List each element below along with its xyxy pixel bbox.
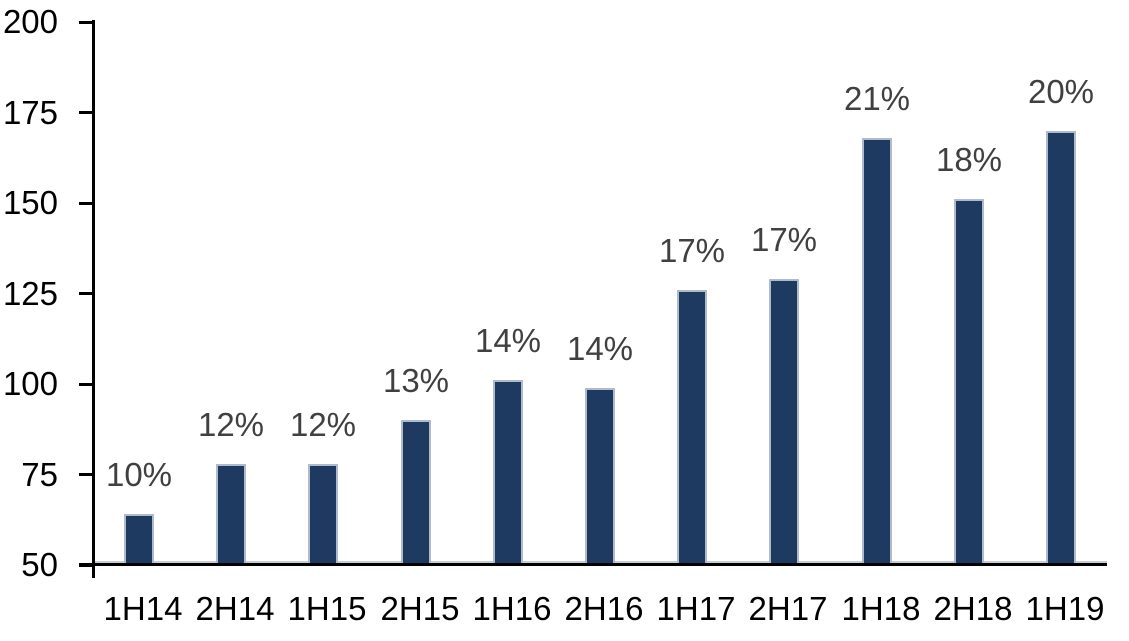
y-axis-tick <box>79 383 93 386</box>
bar-data-label-2H16: 14% <box>566 330 634 367</box>
y-axis-tick-label: 125 <box>2 275 58 312</box>
y-axis-tick-label: 100 <box>2 365 58 402</box>
bar-1H16 <box>493 380 523 563</box>
bar-data-label-1H18: 21% <box>843 80 911 117</box>
x-axis-label-1H18: 1H18 <box>841 590 921 627</box>
x-axis-line <box>79 563 1107 566</box>
bar-2H15 <box>401 420 431 563</box>
bar-data-label-1H14: 10% <box>105 456 173 493</box>
bar-data-label-1H16: 14% <box>474 322 542 359</box>
bar-2H17 <box>769 279 799 563</box>
bar-1H19 <box>1046 131 1076 563</box>
y-axis-tick <box>79 21 93 24</box>
bar-data-label-1H17: 17% <box>658 232 726 269</box>
x-axis-label-1H19: 1H19 <box>1025 590 1105 627</box>
bar-data-label-2H17: 17% <box>750 221 818 258</box>
x-axis-label-2H16: 2H16 <box>564 590 644 627</box>
x-axis-label-2H18: 2H18 <box>933 590 1013 627</box>
x-axis-label-2H15: 2H15 <box>380 590 460 627</box>
y-axis-tick <box>79 473 93 476</box>
x-axis-label-1H17: 1H17 <box>656 590 736 627</box>
y-axis-tick <box>79 202 93 205</box>
bar-data-label-2H15: 13% <box>382 362 450 399</box>
y-axis-tick <box>79 111 93 114</box>
bar-1H17 <box>677 290 707 563</box>
x-axis-label-1H15: 1H15 <box>287 590 367 627</box>
y-axis-tick <box>79 564 93 567</box>
y-axis-tick-label: 150 <box>2 184 58 221</box>
y-axis-tick-label: 50 <box>21 546 58 583</box>
bar-data-label-1H19: 20% <box>1027 73 1095 110</box>
bar-2H16 <box>585 388 615 563</box>
y-axis-tick-label: 200 <box>2 3 58 40</box>
x-axis-label-2H17: 2H17 <box>748 590 828 627</box>
bar-data-label-2H18: 18% <box>935 141 1003 178</box>
y-axis-tick <box>79 292 93 295</box>
bar-2H18 <box>954 199 984 563</box>
y-axis-line <box>92 20 95 578</box>
bar-1H15 <box>308 464 338 563</box>
y-axis-tick-label: 175 <box>2 94 58 131</box>
bar-data-label-2H14: 12% <box>197 406 265 443</box>
x-axis-label-1H16: 1H16 <box>472 590 552 627</box>
x-axis-label-2H14: 2H14 <box>195 590 275 627</box>
bar-2H14 <box>216 464 246 563</box>
bar-1H14 <box>124 514 154 563</box>
y-axis-tick-label: 75 <box>21 456 58 493</box>
x-axis-label-1H14: 1H14 <box>103 590 183 627</box>
bar-1H18 <box>862 138 892 563</box>
bar-data-label-1H15: 12% <box>289 406 357 443</box>
